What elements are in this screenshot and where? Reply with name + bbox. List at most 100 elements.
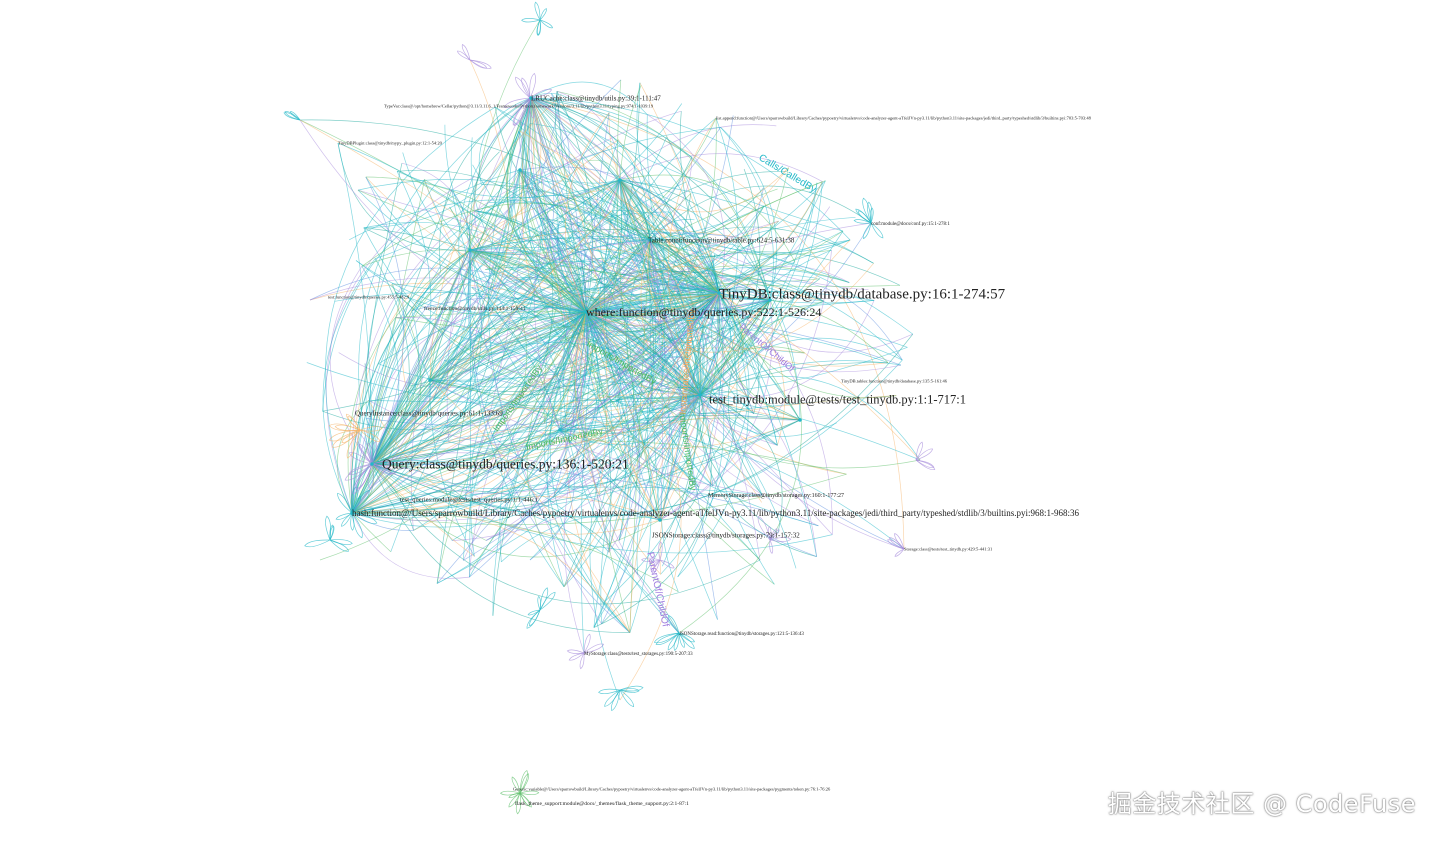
node-point[interactable]: [717, 291, 721, 295]
node-label-storage[interactable]: Storage:class@tests/test_tinydb.py:429:5…: [904, 547, 992, 552]
node-point[interactable]: [698, 393, 702, 397]
self-loop: [371, 463, 397, 474]
node-point[interactable]: [658, 518, 662, 522]
edge: [351, 266, 400, 514]
node-point[interactable]: [584, 310, 588, 314]
edge: [699, 337, 903, 396]
self-loop: [651, 559, 661, 575]
edge: [677, 292, 749, 578]
edge: [394, 291, 701, 399]
watermark: 掘金技术社区 @ CodeFuse: [1107, 790, 1416, 818]
edge: [322, 258, 376, 514]
node-point[interactable]: [798, 418, 802, 422]
node-point[interactable]: [618, 178, 622, 182]
node-point[interactable]: [648, 238, 652, 242]
edge: [467, 249, 565, 588]
node-label-jsonstorage[interactable]: JSONStorage:class@tinydb/storages.py:79:…: [652, 531, 800, 539]
node-label-memstorage[interactable]: MemoryStorage:class@tinydb/storages.py:1…: [708, 493, 844, 499]
self-loop: [508, 792, 521, 799]
edge: [429, 179, 621, 381]
node-point[interactable]: [468, 248, 472, 252]
node-point[interactable]: [350, 511, 354, 515]
self-loop: [371, 463, 393, 475]
node-point[interactable]: [370, 462, 374, 466]
node-label-typevar[interactable]: TypeVar:class@/opt/homebrew/Cellar/pytho…: [384, 104, 654, 109]
edge: [647, 114, 725, 294]
node-label-queryinstance[interactable]: QueryInstance:class@tinydb/queries.py:61…: [355, 409, 503, 417]
edge: [649, 185, 872, 241]
edge: [530, 97, 651, 241]
edge: [365, 97, 532, 465]
self-loop: [659, 559, 675, 569]
edge: [699, 168, 761, 396]
edge: [487, 267, 587, 313]
edge: [649, 239, 718, 620]
edge: [649, 239, 744, 355]
node-label-jsonread[interactable]: JSONStorage.read:function@tinydb/storage…: [679, 632, 804, 637]
node-label-flask[interactable]: flask_theme_support:module@docs/_themes/…: [515, 800, 689, 807]
edge: [585, 112, 610, 313]
node-point[interactable]: [529, 96, 533, 100]
node-label-generic[interactable]: Generic:variable@/Users/sparrowbuild/Lib…: [513, 787, 831, 792]
node-point[interactable]: [428, 378, 432, 382]
edge: [667, 394, 704, 477]
edge: [351, 292, 720, 514]
edge: [371, 299, 771, 465]
edge: [699, 394, 783, 534]
self-loop: [769, 537, 792, 542]
node-label-lru[interactable]: LRUCache:class@tinydb/utils.py:39:1-111:…: [531, 94, 661, 102]
self-loop: [867, 201, 873, 224]
node-label-tinydb[interactable]: TinyDB:class@tinydb/database.py:16:1-274…: [719, 286, 1006, 302]
edge: [525, 97, 819, 527]
self-loop: [894, 548, 905, 557]
node-label-testqueries[interactable]: test_queries:module@tests/test_queries.p…: [400, 496, 538, 503]
self-loop: [512, 97, 531, 126]
self-loop: [344, 463, 373, 481]
self-loop: [513, 97, 531, 127]
edge: [408, 306, 587, 387]
edge: [529, 292, 720, 561]
edge: [563, 292, 720, 654]
edge-label: ParentOf/ChildOf: [644, 551, 671, 628]
node-label-conf[interactable]: conf:module@docs/conf.py:15:1-278:1: [871, 222, 950, 227]
node-label-mystorage[interactable]: MyStorage:class@tests/test_storages.py:1…: [584, 652, 693, 657]
self-loop: [328, 423, 361, 432]
edge: [439, 97, 532, 273]
edge: [568, 158, 701, 396]
node-label-query[interactable]: Query:class@tinydb/queries.py:136:1-520:…: [382, 457, 629, 472]
self-loop: [520, 97, 531, 127]
edge: [698, 292, 725, 488]
node-label-freeze[interactable]: freeze:function@tinydb/utils.py:144:1-15…: [424, 305, 526, 312]
edge: [472, 311, 587, 350]
edge: [585, 311, 663, 381]
node-label-tablecount[interactable]: Table.count:function@tinydb/table.py:624…: [648, 236, 795, 244]
node-point[interactable]: [518, 168, 522, 172]
node-label-testtinydb[interactable]: test_tinydb:module@tests/test_tinydb.py:…: [709, 392, 966, 406]
edge: [469, 246, 587, 313]
edge: [371, 463, 661, 558]
node-label-test[interactable]: test:function@tinydb/queries.py:455:5-48…: [328, 295, 410, 300]
node-point[interactable]: [558, 428, 562, 432]
node-label-tables[interactable]: TinyDB.tables:function@tinydb/database.p…: [841, 379, 948, 384]
edge: [585, 239, 651, 313]
node-label-plugin[interactable]: TinyDBPlugin:class@tinydb/mypy_plugin.py…: [338, 141, 443, 146]
edge: [365, 176, 720, 301]
edge: [371, 167, 789, 465]
node-label-where[interactable]: where:function@tinydb/queries.py:522:1-5…: [586, 305, 821, 319]
node-point[interactable]: [768, 298, 772, 302]
edge: [556, 91, 594, 313]
edge: [371, 333, 914, 518]
edge: [371, 454, 628, 495]
edge: [585, 181, 823, 315]
self-loop: [348, 452, 373, 465]
edge: [539, 217, 720, 294]
node-label-listappend[interactable]: list.append:function@/Users/sparrowbuild…: [716, 116, 1092, 121]
self-loop: [351, 489, 370, 514]
node-label-hash[interactable]: hash:function@/Users/sparrowbuild/Librar…: [352, 508, 1080, 518]
self-loop: [598, 688, 621, 695]
edge: [660, 292, 738, 575]
edge: [371, 463, 475, 557]
edge: [667, 117, 717, 396]
edge: [646, 114, 701, 396]
